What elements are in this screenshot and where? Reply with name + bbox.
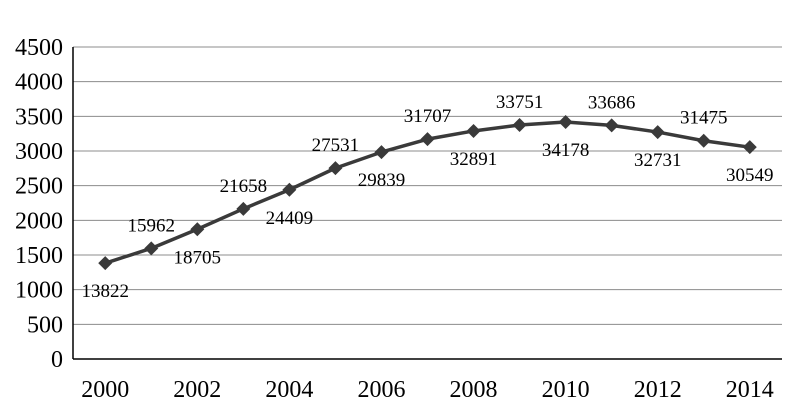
data-point-marker [604,118,619,133]
data-label: 33686 [588,92,636,113]
data-point-marker [282,182,297,197]
data-point-marker [512,118,527,132]
x-tick-label: 2014 [726,377,774,403]
data-label: 30549 [726,165,774,186]
data-point-marker [374,145,389,160]
data-label: 33751 [496,92,544,113]
x-tick-label: 2006 [357,377,405,403]
data-point-marker [328,161,343,176]
data-point-marker [236,201,251,216]
data-label: 15962 [128,215,176,236]
data-label: 31707 [404,106,452,127]
y-tick-label: 2000 [15,208,63,234]
y-tick-label: 1500 [15,243,63,269]
data-point-marker [650,125,665,140]
x-tick-label: 2010 [542,377,590,403]
data-series [98,115,757,271]
x-axis-tick-labels: 2000 2002 2004 2006 2008 2010 2012 2014 [81,377,774,403]
data-label: 34178 [542,140,590,161]
y-tick-label: 3500 [15,104,63,130]
data-point-marker [98,256,113,271]
data-label: 18705 [174,247,222,268]
data-label: 24409 [266,208,314,229]
data-point-marker [696,133,711,148]
data-point-marker [558,115,573,130]
axes [72,47,782,360]
x-tick-label: 2008 [450,377,498,403]
grid-lines [73,46,782,325]
y-axis-tick-labels: 0 500 1000 1500 2000 2500 3000 3500 4000 4500 [15,35,63,373]
data-label: 27531 [312,135,360,156]
data-point-marker [742,140,757,155]
data-point-marker [144,241,159,256]
data-label: 32731 [634,150,682,171]
y-tick-label: 4000 [15,70,63,96]
data-label: 31475 [680,108,728,129]
x-tick-label: 2004 [265,377,313,403]
data-label: 32891 [450,149,498,170]
data-point-marker [466,123,481,138]
data-labels: 13822 15962 18705 21658 24409 27531 29839 31707… [81,92,773,302]
data-point-marker [420,132,435,147]
data-label: 29839 [358,170,406,191]
y-tick-label: 3000 [15,139,63,165]
data-point-marker [190,222,205,237]
y-tick-label: 2500 [15,174,63,200]
y-tick-label: 4500 [15,35,63,61]
y-tick-label: 1000 [15,278,63,304]
y-tick-label: 0 [51,347,63,373]
x-tick-label: 2000 [81,377,129,403]
y-tick-label: 500 [27,312,63,338]
x-tick-label: 2012 [634,377,682,403]
data-label: 21658 [220,176,268,197]
x-tick-label: 2002 [173,377,221,403]
data-label: 13822 [81,281,129,302]
